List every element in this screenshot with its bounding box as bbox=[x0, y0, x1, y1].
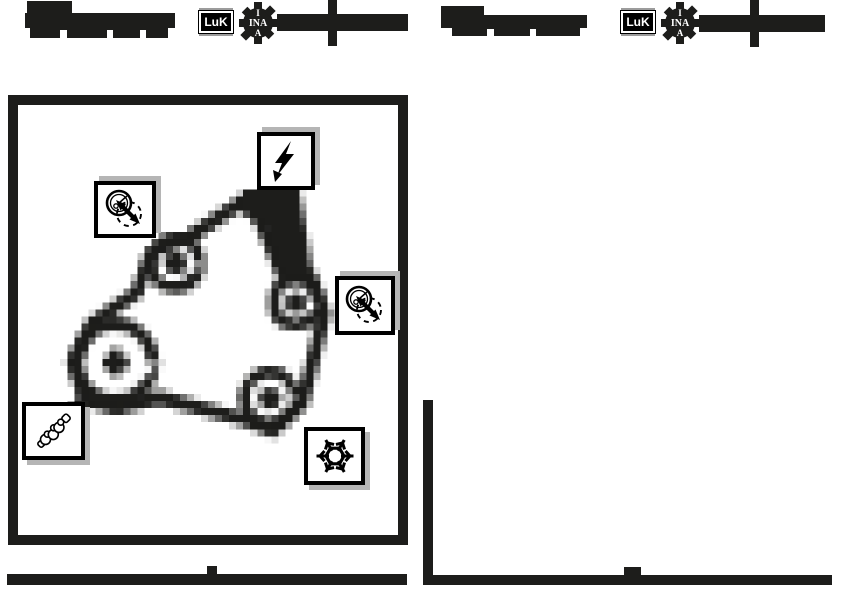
ina-logo-line-mid: INA bbox=[671, 18, 690, 29]
crankshaft-icon-box bbox=[22, 402, 85, 460]
generator-icon-box bbox=[257, 132, 315, 190]
footer-rule-left bbox=[7, 574, 407, 585]
header-cross-mark bbox=[750, 0, 759, 47]
header-rule bbox=[277, 14, 408, 31]
footer-rule-right bbox=[423, 575, 832, 585]
ina-logo-line-top: I bbox=[678, 8, 682, 18]
ina-gear-logo: I INA A bbox=[239, 2, 277, 44]
luk-logo: LuK bbox=[199, 8, 233, 36]
luk-logo-label: LuK bbox=[621, 11, 655, 33]
belt-tensioner-icon bbox=[345, 285, 382, 323]
footer-tick-left bbox=[207, 566, 217, 574]
generator-lightning-icon bbox=[273, 141, 294, 182]
ina-logo-line-bottom: A bbox=[255, 28, 262, 38]
header-rule bbox=[699, 15, 825, 32]
luk-logo: LuK bbox=[621, 8, 655, 36]
ina-logo-line-mid: INA bbox=[249, 18, 268, 29]
tensioner-left-icon-box bbox=[94, 181, 156, 238]
belt-tensioner-icon bbox=[105, 189, 142, 227]
luk-logo-label: LuK bbox=[199, 11, 233, 33]
ina-gear-logo: I INA A bbox=[661, 2, 699, 44]
ac-compressor-snowflake-icon bbox=[314, 435, 355, 477]
crankshaft-icon bbox=[36, 413, 71, 448]
ina-logo-line-top: I bbox=[256, 8, 260, 18]
compressor-icon-box bbox=[304, 427, 365, 485]
right-panel-left-border bbox=[423, 400, 433, 585]
ina-logo-line-bottom: A bbox=[677, 28, 684, 38]
tensioner-right-icon-box bbox=[335, 276, 395, 335]
footer-tick-right bbox=[624, 567, 641, 575]
header-cross-mark bbox=[328, 0, 337, 46]
